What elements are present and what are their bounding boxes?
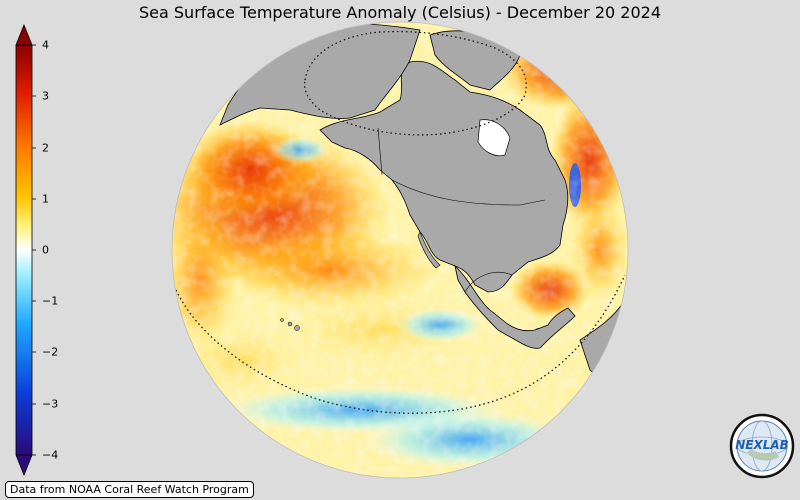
colorbar-tick-label: −1	[42, 294, 59, 308]
logo-text: NEXLAB	[735, 438, 789, 452]
colorbar-tick-label: −4	[42, 448, 59, 462]
siberia-land	[219, 22, 421, 126]
colorbar-tick-label: 3	[42, 89, 49, 103]
arctic-circle-line	[303, 31, 527, 136]
north-america-land	[319, 60, 569, 293]
central-america-land	[454, 264, 576, 349]
globe-outline	[171, 21, 629, 479]
colorbar-tick-label: −3	[42, 397, 59, 411]
colorbar-tick-label: 2	[42, 141, 49, 155]
colorbar-tick-label: 4	[42, 38, 49, 52]
colorbar-tick-label: −2	[42, 345, 59, 359]
colorbar-tick-label: 1	[42, 192, 49, 206]
map-title: Sea Surface Temperature Anomaly (Celsius…	[139, 3, 661, 22]
colorbar-tick-label: 0	[42, 243, 49, 257]
data-credit: Data from NOAA Coral Reef Watch Program	[5, 481, 254, 498]
nexlab-globe-logo: NEXLAB	[729, 413, 795, 479]
colorbar	[15, 23, 36, 477]
colorbar-min-arrow	[15, 454, 33, 477]
